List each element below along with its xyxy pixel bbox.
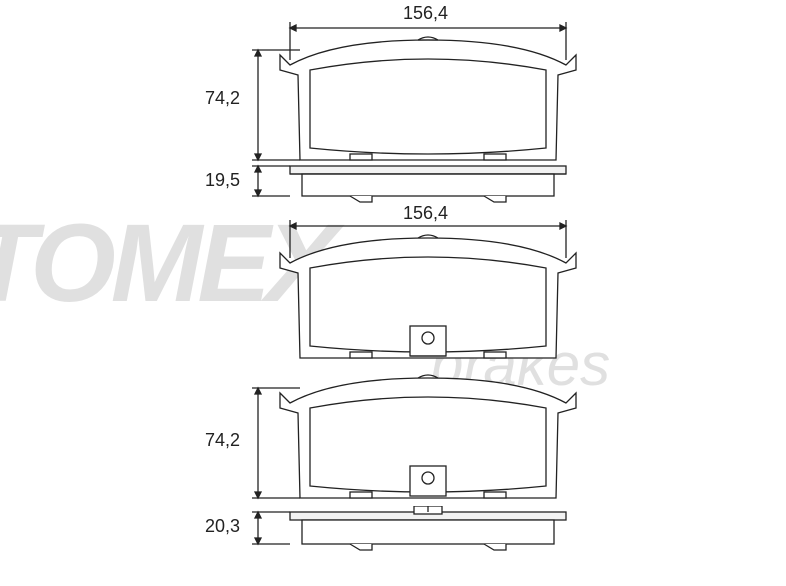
dim-thickness-mid: 19,5 — [205, 170, 240, 191]
dim-thickness-bottom: 20,3 — [205, 516, 240, 537]
dim-width-top: 156,4 — [403, 3, 448, 24]
brake-pad-top-front — [250, 20, 610, 165]
dim-height-bottom: 74,2 — [205, 430, 240, 451]
brake-pad-bottom-front — [250, 368, 610, 513]
brake-pad-side-bottom — [250, 506, 610, 554]
dim-width-mid: 156,4 — [403, 203, 448, 224]
dim-height-top: 74,2 — [205, 88, 240, 109]
brake-pad-side-top — [250, 160, 610, 204]
brake-pad-mid-front — [250, 218, 610, 363]
